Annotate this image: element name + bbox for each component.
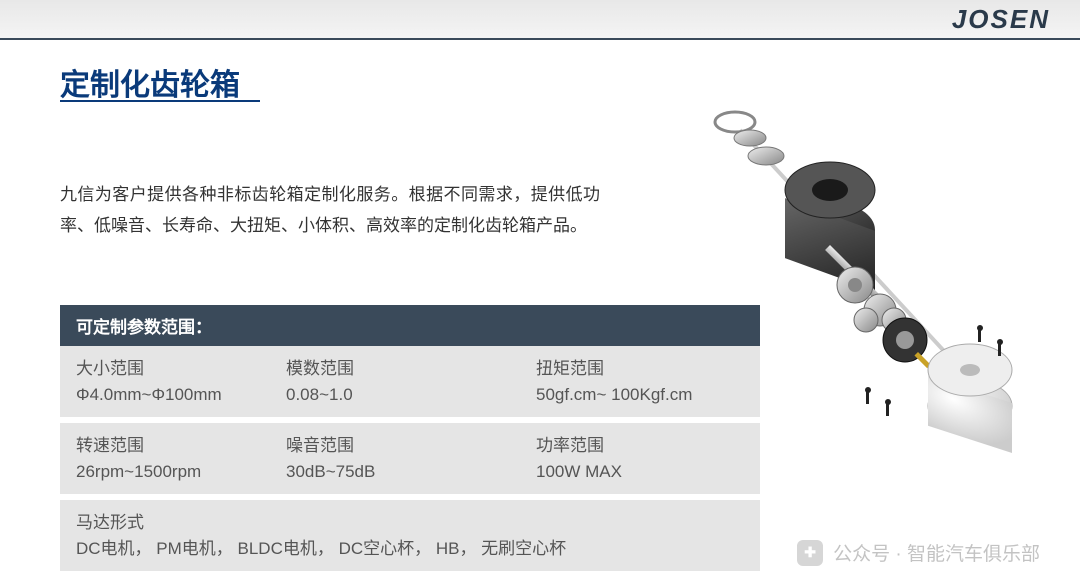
cell-power: 功率范围 100W MAX: [520, 423, 760, 494]
cell-size: 大小范围 Φ4.0mm~Φ100mm: [60, 346, 270, 417]
table-header-cell: 可定制参数范围：: [60, 305, 270, 346]
cell-noise: 噪音范围 30dB~75dB: [270, 423, 520, 494]
table-row: 大小范围 Φ4.0mm~Φ100mm 模数范围 0.08~1.0 扭矩范围 50…: [60, 346, 760, 417]
cell-module: 模数范围 0.08~1.0: [270, 346, 520, 417]
watermark: ✚ 公众号 · 智能汽车俱乐部: [797, 539, 1040, 566]
cell-motor-type: 马达形式 DC电机， PM电机， BLDC电机， DC空心杯， HB， 无刷空心…: [60, 500, 760, 571]
parameters-table: 可定制参数范围： 大小范围 Φ4.0mm~Φ100mm 模数范围 0.08~1.…: [60, 305, 760, 571]
cell-torque: 扭矩范围 50gf.cm~ 100Kgf.cm: [520, 346, 760, 417]
page-title: 定制化齿轮箱: [60, 60, 240, 110]
cell-speed: 转速范围 26rpm~1500rpm: [60, 423, 270, 494]
description-text: 九信为客户提供各种非标齿轮箱定制化服务。根据不同需求，提供低功率、低噪音、长寿命…: [60, 180, 600, 241]
wechat-icon: ✚: [797, 540, 823, 566]
watermark-text: 公众号 · 智能汽车俱乐部: [833, 539, 1040, 566]
table-header-row: 可定制参数范围：: [60, 305, 760, 346]
brand-logo: JOSEN: [952, 4, 1050, 35]
table-row: 转速范围 26rpm~1500rpm 噪音范围 30dB~75dB 功率范围 1…: [60, 423, 760, 494]
top-bar: JOSEN: [0, 0, 1080, 40]
title-underline: [60, 100, 260, 102]
table-row: 马达形式 DC电机， PM电机， BLDC电机， DC空心杯， HB， 无刷空心…: [60, 500, 760, 571]
